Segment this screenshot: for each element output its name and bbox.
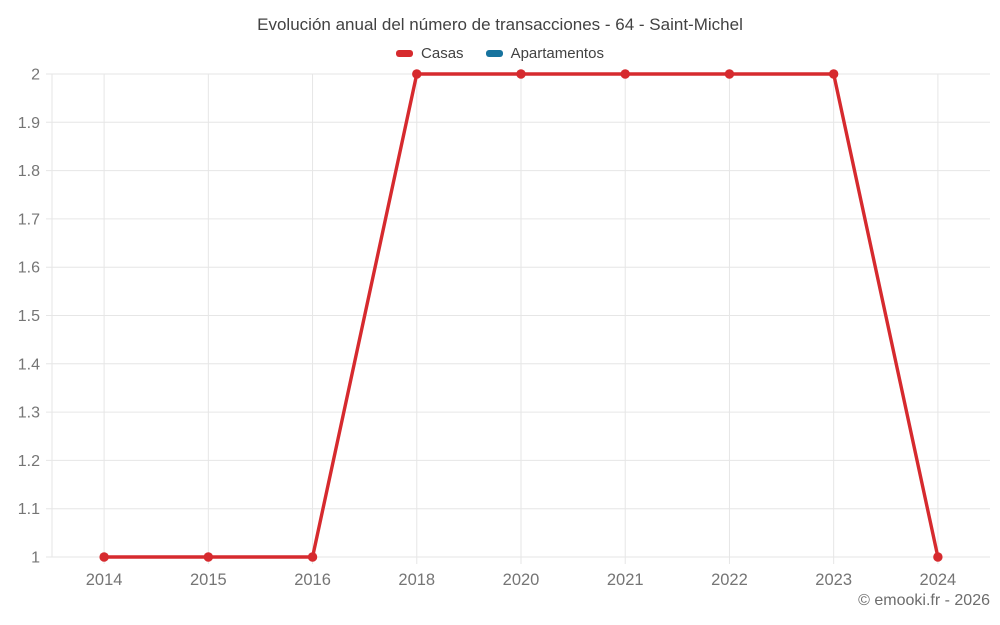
data-point[interactable] [620,69,630,79]
data-point[interactable] [933,552,943,562]
data-point[interactable] [724,69,735,79]
y-tick-label: 2 [31,67,40,84]
x-tick-label: 2018 [398,571,435,589]
x-tick-label: 2020 [503,571,540,589]
legend-item-apartamentos[interactable]: Apartamentos [485,45,604,62]
footer-credit: © emooki.fr - 2026 [858,592,990,609]
x-tick-label: 2015 [190,571,227,589]
y-tick-label: 1.7 [18,211,40,228]
legend-label-casas: Casas [421,45,464,62]
x-tick-label: 2022 [711,571,748,589]
x-tick-label: 2014 [86,571,123,589]
data-point[interactable] [828,69,839,79]
legend: Casas Apartamentos [0,45,1000,62]
y-tick-label: 1.3 [18,405,40,422]
data-point[interactable] [99,552,109,562]
y-tick-label: 1.9 [18,115,40,132]
legend-item-casas[interactable]: Casas [396,45,464,62]
y-tick-label: 1.5 [18,308,40,325]
chart-title: Evolución anual del número de transaccio… [257,15,743,34]
x-tick-label: 2023 [815,571,852,589]
apartamentos-swatch-icon [485,50,503,57]
y-tick-label: 1 [31,550,40,567]
legend-label-apartamentos: Apartamentos [510,45,604,62]
x-tick-label: 2024 [920,571,957,589]
casas-swatch-icon [396,50,414,57]
data-point[interactable] [516,69,526,79]
x-tick-label: 2016 [294,571,331,589]
data-point[interactable] [412,69,422,79]
data-point[interactable] [307,552,318,562]
y-tick-label: 1.1 [18,501,40,518]
y-tick-label: 1.6 [18,260,40,277]
data-point[interactable] [203,552,214,562]
y-tick-label: 1.4 [18,356,40,373]
y-tick-label: 1.8 [18,163,40,180]
y-tick-label: 1.2 [18,453,40,470]
x-tick-label: 2021 [607,571,644,589]
